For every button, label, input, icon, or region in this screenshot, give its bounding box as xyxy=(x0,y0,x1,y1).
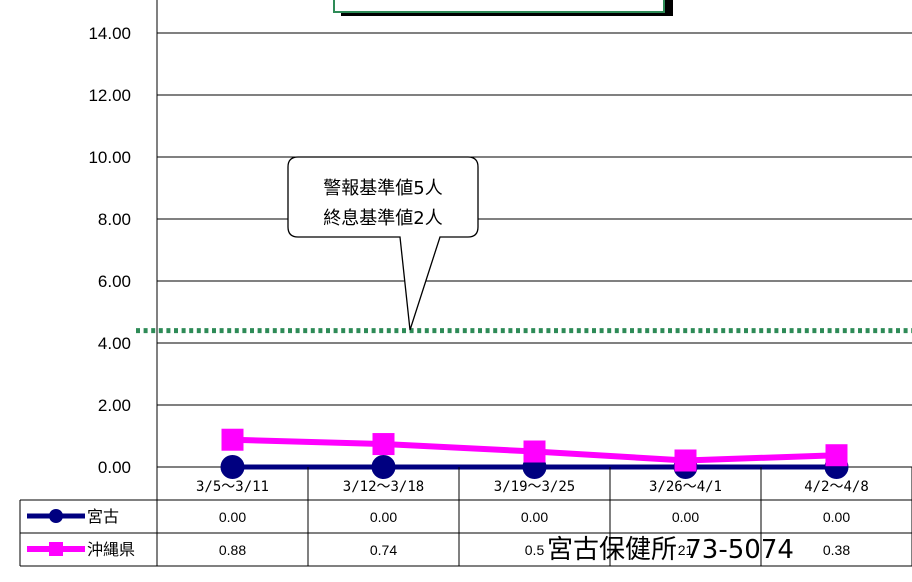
data-table: 3/5〜3/11 3/12〜3/18 3/19〜3/25 3/26〜4/1 4/2〜4/… xyxy=(19,467,912,567)
legend-label: 宮古 xyxy=(87,507,119,526)
x-tick-label: 3/5〜3/11 xyxy=(196,479,269,495)
data-label: 0.74 xyxy=(370,542,397,558)
y-tick-label: 0.00 xyxy=(98,458,131,477)
callout-text-2: 終息基準値2人 xyxy=(323,208,442,229)
data-label: 0.38 xyxy=(823,542,850,558)
data-point xyxy=(220,455,245,479)
data-point xyxy=(825,444,848,467)
data-label: 0.88 xyxy=(219,542,246,558)
y-tick-label: 6.00 xyxy=(98,272,131,291)
data-point xyxy=(371,455,396,479)
data-label: 0.00 xyxy=(370,509,397,525)
y-tick-label: 8.00 xyxy=(98,210,131,229)
grid-lines xyxy=(156,0,912,468)
footer-contact: 宮古保健所 73-5074 xyxy=(547,535,794,565)
data-point xyxy=(221,428,244,451)
y-tick-label: 14.00 xyxy=(88,24,131,43)
callout-text-1: 警報基準値5人 xyxy=(323,178,442,199)
legend-label: 沖縄県 xyxy=(87,540,135,559)
data-point xyxy=(523,440,546,463)
x-tick-label: 4/2〜4/8 xyxy=(804,479,869,495)
data-label: 0.00 xyxy=(219,509,246,525)
data-label: 0.00 xyxy=(521,509,548,525)
x-tick-label: 3/26〜4/1 xyxy=(649,479,722,495)
y-tick-label: 10.00 xyxy=(88,148,131,167)
y-tick-label: 12.00 xyxy=(88,86,131,105)
y-tick-label: 2.00 xyxy=(98,396,131,415)
x-tick-label: 3/12〜3/18 xyxy=(343,479,424,495)
data-point xyxy=(674,449,697,472)
series-layer xyxy=(220,428,849,479)
y-axis: 0.00 2.00 4.00 6.00 8.00 10.00 12.00 14.00 xyxy=(88,24,131,477)
title-box xyxy=(333,0,665,13)
data-label: 0.5 xyxy=(525,542,545,558)
y-tick-label: 4.00 xyxy=(98,334,131,353)
data-label: 21 xyxy=(678,542,694,558)
data-point xyxy=(372,433,395,456)
data-label: 0.00 xyxy=(823,509,850,525)
legend-marker xyxy=(49,542,63,556)
legend-marker xyxy=(49,509,63,523)
x-tick-label: 3/19〜3/25 xyxy=(494,479,575,495)
data-label: 0.00 xyxy=(672,509,699,525)
callout-bubble xyxy=(287,156,479,331)
